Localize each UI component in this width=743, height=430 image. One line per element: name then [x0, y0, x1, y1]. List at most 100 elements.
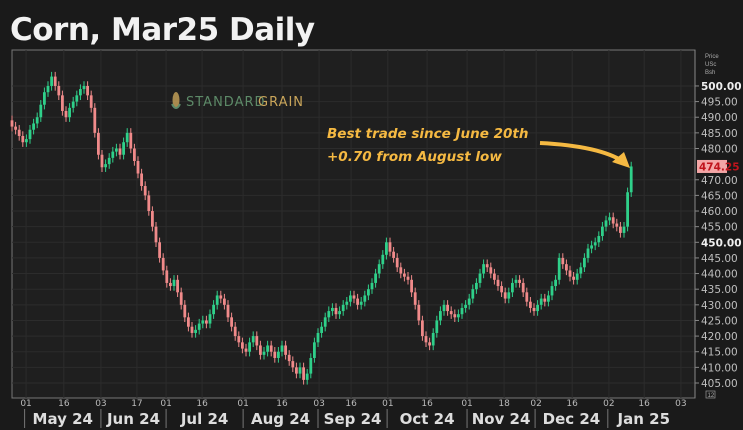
candle [269, 340, 273, 357]
candle [557, 253, 561, 285]
candle-body [86, 85, 89, 96]
axis-corner-box[interactable] [705, 390, 716, 399]
candle [388, 237, 392, 257]
candle [262, 347, 266, 360]
candle-body [143, 186, 147, 196]
candle-body [619, 226, 622, 233]
candle [503, 287, 507, 304]
candle [118, 143, 122, 160]
candle [464, 300, 467, 313]
candle-body [215, 295, 219, 305]
candle [439, 306, 442, 326]
candle-body [226, 304, 230, 318]
candle [158, 237, 161, 263]
candle-body [500, 286, 503, 293]
candle [604, 215, 608, 232]
y-unit-bsh: Bsh [705, 70, 715, 76]
candle-body [158, 242, 161, 258]
candle [475, 278, 478, 294]
candle [449, 306, 453, 319]
candle-body [323, 317, 327, 327]
candle [385, 237, 388, 260]
candle [35, 112, 39, 129]
candle [255, 331, 259, 351]
candle [133, 143, 136, 166]
candle [39, 100, 43, 122]
candle-body [356, 298, 359, 305]
candle [525, 287, 529, 307]
candle [259, 340, 262, 360]
x-tick-label: 03 [95, 399, 106, 409]
x-tick-label: 16 [196, 399, 208, 409]
candle-body [529, 301, 532, 308]
candle [359, 297, 363, 310]
candle-body [190, 326, 194, 333]
candle [176, 275, 179, 298]
candle [410, 275, 413, 298]
candle [79, 84, 82, 101]
month-label: Sep 24 [324, 410, 382, 428]
candle-body [403, 273, 406, 277]
candle-body [572, 276, 575, 280]
candle-body [266, 345, 269, 352]
candle-body [575, 273, 579, 280]
candle [518, 275, 521, 288]
candle [68, 103, 71, 122]
candle [136, 156, 140, 179]
candle [500, 281, 503, 298]
candle-body [539, 298, 543, 305]
candle-body [28, 129, 32, 140]
candle [374, 268, 377, 288]
candle [323, 312, 327, 332]
candle-body [449, 311, 453, 315]
candle-body [46, 85, 50, 93]
candle-body [460, 307, 464, 315]
candle-body [244, 348, 248, 352]
month-label: Jan 25 [617, 410, 670, 428]
candle-body [392, 251, 395, 258]
candle-body [273, 351, 277, 358]
candle [61, 90, 64, 116]
candle-body [284, 345, 287, 355]
candle [521, 278, 525, 298]
candle-body [187, 317, 190, 327]
candle [496, 275, 500, 291]
candle-body [590, 245, 593, 249]
month-label: Dec 24 [543, 410, 601, 428]
candle [406, 271, 410, 285]
candle-body [349, 295, 352, 302]
x-tick-label: 18 [498, 399, 510, 409]
candle-body [79, 89, 82, 96]
logo-grain: GRAIN [258, 95, 304, 110]
candle-body [388, 242, 392, 252]
candle-body [604, 220, 608, 227]
candle [215, 290, 219, 310]
logo-standard: STANDARD [186, 95, 266, 110]
candle [284, 340, 287, 360]
candle-body [295, 367, 298, 374]
y-tick-label: 435.00 [701, 284, 738, 296]
candle [457, 309, 460, 323]
candle-body [140, 173, 143, 187]
candle [568, 265, 572, 282]
candle [205, 315, 208, 329]
candle-body [410, 279, 413, 293]
candle [583, 253, 586, 272]
chart-title: Corn, Mar25 Daily [10, 12, 315, 48]
candle [597, 231, 601, 247]
candle-body [550, 286, 554, 296]
candle-body [583, 257, 586, 268]
candle [356, 293, 359, 310]
candle [143, 181, 147, 201]
candle-body [503, 292, 507, 299]
candle-body [608, 217, 611, 221]
candle-body [223, 298, 226, 305]
candle [125, 128, 129, 147]
candle [507, 287, 511, 304]
candle [565, 259, 568, 276]
candle [529, 297, 532, 313]
y-tick-label: 485.00 [701, 128, 738, 140]
candle-body [320, 326, 323, 333]
candle [89, 90, 93, 113]
candle-body [39, 104, 43, 118]
